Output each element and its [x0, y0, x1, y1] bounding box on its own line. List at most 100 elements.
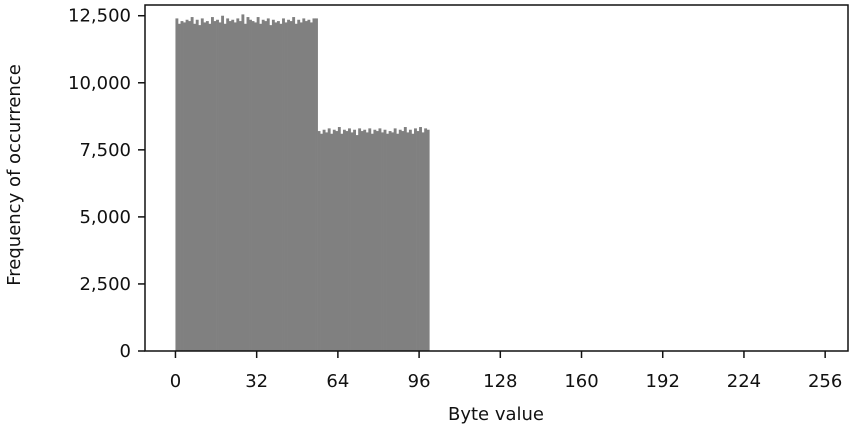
histogram-bar	[228, 21, 232, 352]
histogram-bar	[411, 133, 415, 351]
histogram-bar	[266, 18, 270, 351]
histogram-bar	[299, 22, 303, 352]
histogram-bar	[309, 22, 313, 352]
histogram-bar	[355, 135, 359, 351]
histogram-bar	[345, 131, 349, 351]
histogram-bar	[289, 21, 293, 352]
histogram-bar	[200, 18, 204, 351]
histogram-bar	[205, 21, 209, 352]
histogram-bar	[388, 131, 392, 351]
x-tick-label: 64	[326, 371, 349, 392]
histogram-bar	[292, 17, 296, 351]
histogram-bar	[261, 19, 265, 351]
histogram-bar	[378, 128, 382, 351]
histogram-bar	[180, 21, 184, 352]
y-tick-label: 12,500	[68, 6, 131, 27]
histogram-bar	[282, 18, 285, 351]
histogram-bar	[381, 132, 384, 351]
histogram-bar	[271, 19, 275, 351]
histogram-bar	[203, 22, 207, 352]
histogram-bar	[276, 21, 280, 352]
histogram-bar	[264, 21, 268, 352]
histogram-bar	[358, 128, 362, 351]
y-tick-label: 7,500	[79, 140, 131, 161]
histogram-bar	[246, 17, 250, 351]
histogram-bar	[307, 19, 311, 351]
histogram-bar	[315, 18, 318, 351]
histogram-bar	[365, 132, 369, 351]
histogram-bar	[391, 132, 395, 351]
histogram-bar	[256, 17, 260, 351]
histogram-bar	[188, 21, 192, 352]
histogram-bar	[320, 133, 324, 351]
histogram-bar	[337, 127, 341, 351]
histogram-bar	[348, 128, 351, 351]
histogram-bar	[226, 18, 230, 351]
histogram-bar	[342, 129, 346, 351]
x-tick-label: 128	[483, 371, 517, 392]
x-tick-label: 32	[245, 371, 268, 392]
histogram-bar	[396, 133, 400, 351]
histogram-bar	[368, 128, 372, 351]
histogram-bar	[424, 128, 428, 351]
histogram-bar	[414, 128, 417, 351]
histogram-bar	[294, 23, 298, 352]
histogram-bar	[243, 23, 247, 352]
histogram-bar	[279, 23, 283, 352]
histogram-bar	[254, 22, 258, 352]
histogram-bar	[284, 22, 288, 352]
histogram-bar	[216, 19, 219, 351]
histogram-bar	[401, 131, 405, 351]
histogram-bar	[213, 21, 217, 352]
histogram-bar	[297, 19, 301, 351]
histogram-bar	[198, 25, 202, 352]
histogram-bar	[210, 17, 214, 351]
histogram-bar	[195, 19, 199, 351]
histogram-bar	[304, 21, 308, 352]
histogram-bar	[269, 25, 273, 352]
histogram-bar	[241, 14, 245, 351]
y-tick-label: 2,500	[79, 274, 131, 295]
histogram-bar	[223, 23, 227, 352]
y-tick-label: 0	[120, 341, 131, 362]
histogram-bar	[350, 132, 354, 351]
histogram-bar	[375, 131, 379, 351]
x-tick-label: 256	[808, 371, 842, 392]
histogram-bar	[249, 19, 252, 351]
histogram-bar	[416, 131, 420, 351]
histogram-bar	[340, 133, 344, 351]
x-tick-label: 0	[170, 371, 181, 392]
histogram-bar	[332, 129, 336, 351]
histogram-bar	[408, 129, 412, 351]
histogram-bar	[251, 21, 255, 352]
y-axis: 0 2,500 5,000 7,500 10,000 12,500	[68, 6, 145, 362]
histogram-bar	[274, 22, 278, 352]
histogram-bar	[175, 18, 179, 351]
plot-frame	[144, 4, 849, 352]
histogram-bar	[233, 22, 237, 352]
x-tick-label: 192	[646, 371, 680, 392]
histogram-bar	[238, 21, 242, 352]
histogram-bar	[259, 23, 263, 352]
x-tick-label: 224	[727, 371, 761, 392]
histogram-bar	[208, 23, 212, 352]
histogram-bar	[419, 127, 422, 351]
histogram-bar	[183, 22, 186, 352]
histogram-bar	[218, 22, 222, 352]
histogram-bar	[398, 129, 402, 351]
x-axis: 0 32 64 96 128 160 192 224 256	[170, 351, 842, 392]
y-tick-label: 5,000	[79, 207, 131, 228]
y-axis-label: Frequency of occurrence	[4, 64, 25, 286]
histogram-bar	[373, 129, 377, 351]
histogram-bar	[325, 132, 329, 351]
x-axis-label: Byte value	[448, 404, 544, 425]
histogram-bar	[327, 128, 331, 351]
histogram-bar	[426, 129, 430, 351]
histogram-bar	[221, 15, 225, 351]
histogram-bar	[302, 18, 306, 351]
bars-group	[175, 14, 430, 352]
histogram-bar	[335, 131, 339, 351]
histogram-bar	[236, 18, 240, 351]
